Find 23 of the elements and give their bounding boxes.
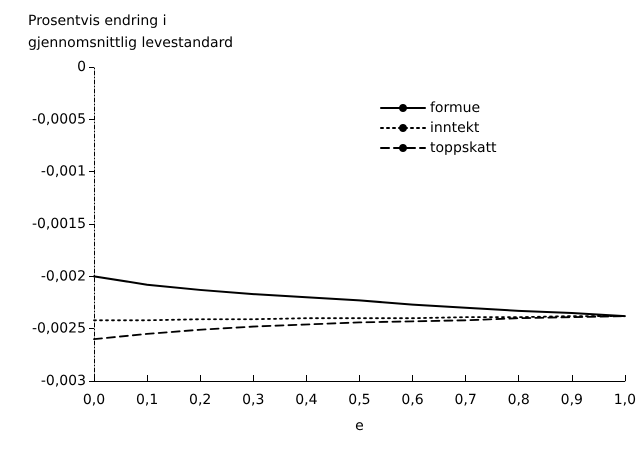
x-tick-label: 0,5 bbox=[348, 392, 371, 408]
x-tick-label: 0,8 bbox=[508, 392, 530, 408]
x-tick-label: 0,6 bbox=[401, 392, 424, 408]
x-axis-title: e bbox=[355, 418, 364, 434]
legend-label: formue bbox=[430, 100, 480, 116]
x-tick-label: 0,9 bbox=[560, 392, 583, 408]
y-axis-title: Prosentvis endring i gjennomsnittlig levestandard bbox=[28, 13, 233, 51]
x-tick-label: 0,1 bbox=[136, 392, 158, 408]
y-tick-label: -0,0005 bbox=[32, 111, 86, 128]
x-tick-label: 0,0 bbox=[82, 392, 106, 408]
x-tick-label: 1,0 bbox=[614, 392, 636, 408]
x-tick-label: 0,2 bbox=[189, 392, 212, 408]
x-tick-label: 0,4 bbox=[295, 392, 318, 408]
y-tick-label: -0,003 bbox=[40, 373, 86, 389]
y-tick-label: -0,0025 bbox=[32, 320, 86, 337]
y-tick-label: -0,002 bbox=[40, 268, 86, 284]
y-tick-label: 0 bbox=[77, 59, 86, 75]
x-tick-label: 0,7 bbox=[454, 392, 477, 408]
y-tick-label: -0,0015 bbox=[32, 216, 86, 232]
legend-label: toppskatt bbox=[430, 140, 498, 156]
y-tick-label: -0,001 bbox=[40, 164, 86, 180]
legend-label: inntekt bbox=[430, 120, 480, 136]
x-tick-label: 0,3 bbox=[242, 392, 264, 408]
